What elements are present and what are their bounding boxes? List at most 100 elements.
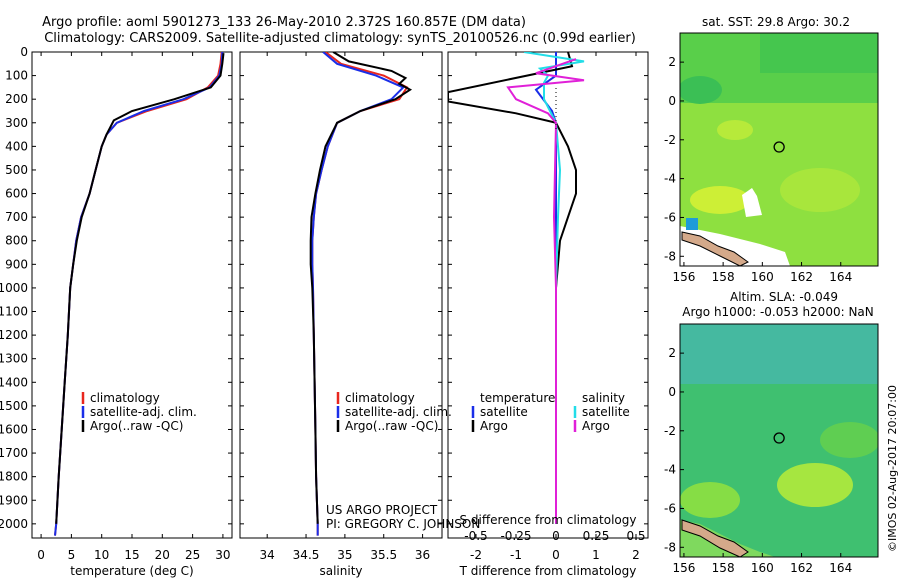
- y-tick-label: 1600: [0, 422, 28, 436]
- imos-stamp: ©IMOS 02-Aug-2017 20:07:00: [886, 385, 899, 552]
- salinity-xlabel: salinity: [319, 564, 362, 578]
- legend-label: satellite-adj. clim.: [345, 405, 452, 419]
- legend-label: satellite: [582, 405, 630, 419]
- map-y-tick-label: -6: [664, 210, 676, 224]
- credit-project: US ARGO PROJECT: [326, 503, 438, 517]
- y-tick-label: 1500: [0, 399, 28, 413]
- map-y-tick-label: -4: [664, 463, 676, 477]
- sst-land-mask: [680, 226, 790, 266]
- legend-label: climatology: [345, 391, 415, 405]
- map-x-tick-label: 162: [790, 270, 813, 284]
- figure-title: Argo profile: aoml 5901273_133 26-May-20…: [42, 15, 526, 30]
- series-line-climatology: [311, 52, 409, 536]
- y-tick-label: 1800: [0, 470, 28, 484]
- temperature-plot-frame: [31, 51, 233, 539]
- sla-map-frame: [679, 323, 879, 558]
- sla-region-north: [680, 324, 878, 384]
- map-y-tick-label: -4: [664, 172, 676, 186]
- difference-top-xlabel: S difference from climatology: [460, 513, 637, 527]
- map-y-tick-label: -2: [664, 424, 676, 438]
- map-x-tick-label: 164: [829, 561, 852, 575]
- sst-region-warm-patch: [690, 186, 750, 214]
- x-tick-label: 20: [155, 548, 170, 562]
- lines-layer: [54, 52, 585, 536]
- sla-map-title-1: Altim. SLA: -0.049: [730, 290, 838, 304]
- series-line-climatology: [54, 52, 223, 536]
- y-tick-label: 1100: [0, 305, 28, 319]
- map-y-tick-label: 0: [668, 94, 676, 108]
- sla-region-high: [777, 463, 853, 507]
- map-x-tick-label: 158: [712, 270, 735, 284]
- x-tick-label: 34: [260, 548, 275, 562]
- y-tick-label: 400: [5, 139, 28, 153]
- coastline-island: [681, 231, 749, 266]
- map-x-tick-label: 160: [751, 561, 774, 575]
- sst-map-frame: [679, 32, 879, 267]
- y-tick-label: 100: [5, 69, 28, 83]
- map-x-tick-label: 160: [751, 270, 774, 284]
- y-tick-label: 1300: [0, 352, 28, 366]
- difference-legend: temperature salinity satellite satellite…: [471, 391, 630, 433]
- x-tick-label: 36: [415, 548, 430, 562]
- sst-region-cool-patch: [680, 76, 722, 104]
- salinity-plot-frame: [239, 51, 443, 539]
- y-tick-label: 1900: [0, 493, 28, 507]
- x-tick-label: 30: [215, 548, 230, 562]
- series-group: [309, 52, 413, 536]
- map-x-tick-label: 158: [712, 561, 735, 575]
- argo-location-marker: [773, 141, 785, 153]
- series-line-satellite-adj-clim-: [311, 52, 405, 536]
- map-y-tick-label: 2: [668, 55, 676, 69]
- sla-map-title-2: Argo h1000: -0.053 h2000: NaN: [682, 305, 874, 319]
- map-x-tick-label: 156: [672, 561, 695, 575]
- x-tick-label: 34.5: [293, 548, 320, 562]
- legend-label: Argo(..raw -QC): [345, 419, 438, 433]
- legend-label: Argo: [480, 419, 508, 433]
- y-tick-label: 300: [5, 116, 28, 130]
- sst-region-cold-cell: [686, 218, 698, 230]
- x-tick-label: -2: [470, 548, 482, 562]
- sst-missing-data: [742, 188, 762, 217]
- sla-region-mid: [820, 422, 878, 458]
- temperature-legend: climatology satellite-adj. clim. Argo(..…: [81, 391, 197, 433]
- x-tick-label: 5: [68, 548, 76, 562]
- temperature-xlabel: temperature (deg C): [70, 564, 193, 578]
- map-x-tick-label: 164: [829, 270, 852, 284]
- x-tick-label: 35: [337, 548, 352, 562]
- legend-header-salinity: salinity: [582, 391, 625, 405]
- figure-subtitle: Climatology: CARS2009. Satellite-adjuste…: [44, 31, 636, 46]
- series-group: [448, 52, 585, 524]
- y-tick-label: 700: [5, 210, 28, 224]
- sla-map: 156 158 160 162 164 2 0 -2 -4 -6 -8: [664, 323, 879, 575]
- legend-label: climatology: [90, 391, 160, 405]
- sst-region-northeast: [760, 33, 878, 73]
- x-tick-label: 25: [185, 548, 200, 562]
- difference-xlabel: T difference from climatology: [459, 564, 637, 578]
- legend-label: Argo(..raw -QC): [90, 419, 183, 433]
- series-line-argo-raw-qc-: [309, 52, 413, 524]
- salinity-legend: climatology satellite-adj. clim. Argo(..…: [336, 391, 452, 433]
- legend-label: satellite-adj. clim.: [90, 405, 197, 419]
- y-tick-label: 800: [5, 234, 28, 248]
- top-x-tick-label: 0.5: [626, 529, 645, 543]
- y-tick-label: 1400: [0, 375, 28, 389]
- argo-location-marker: [773, 432, 785, 444]
- sst-map: 156 158 160 162 164 2 0 -2 -4 -6 -8: [664, 32, 879, 284]
- series-line-s-argo: [506, 58, 585, 524]
- series-group: [54, 52, 225, 536]
- legend-label: Argo: [582, 419, 610, 433]
- sst-region-warm-patch: [780, 168, 860, 212]
- y-tick-label: 500: [5, 163, 28, 177]
- x-tick-label: -1: [510, 548, 522, 562]
- series-line-argo-raw-qc-: [55, 53, 225, 524]
- x-tick-label: 10: [94, 548, 109, 562]
- top-x-tick-label: -0.5: [464, 529, 487, 543]
- map-y-tick-label: -2: [664, 133, 676, 147]
- map-x-tick-label: 156: [672, 270, 695, 284]
- axes-layer: 0100200300400500600700800900100011001200…: [0, 45, 648, 562]
- y-tick-label: 900: [5, 257, 28, 271]
- map-y-tick-label: -8: [664, 540, 676, 554]
- sst-map-title: sat. SST: 29.8 Argo: 30.2: [702, 15, 850, 29]
- series-line-t-argo: [448, 52, 577, 524]
- x-tick-label: 0: [552, 548, 560, 562]
